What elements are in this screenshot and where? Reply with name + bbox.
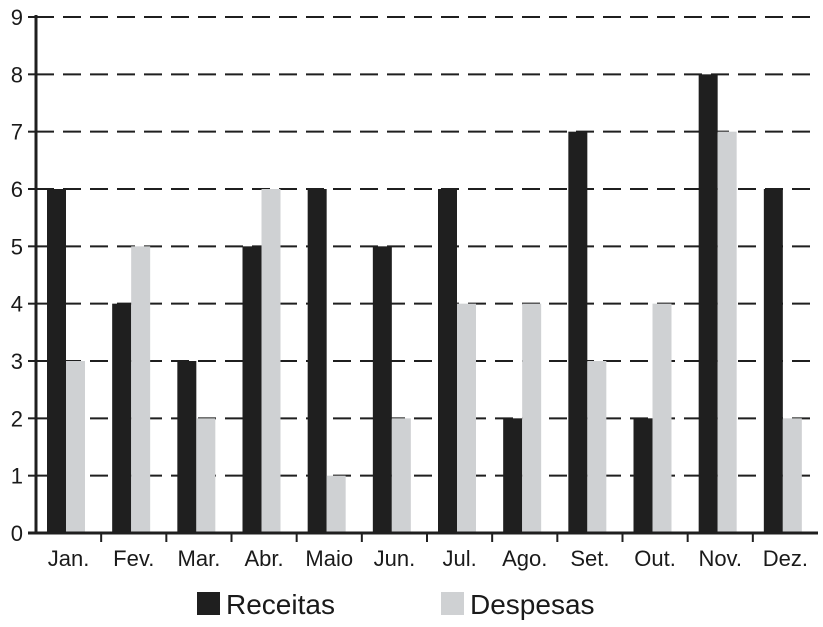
x-tick-label: Dez. xyxy=(763,546,808,571)
legend: Receitas Despesas xyxy=(197,589,595,620)
bar-despesas-0 xyxy=(66,361,85,533)
legend-swatch-receitas xyxy=(197,592,220,615)
bar-receitas-0 xyxy=(47,189,66,533)
bar-despesas-2 xyxy=(196,418,216,533)
y-tick-label: 5 xyxy=(11,234,23,259)
x-tick-label: Ago. xyxy=(502,546,547,571)
x-tick-label: Maio xyxy=(305,546,353,571)
y-tick-label: 7 xyxy=(11,120,23,145)
x-tick-label: Fev. xyxy=(113,546,154,571)
bar-receitas-2 xyxy=(177,361,197,533)
x-tick-label: Set. xyxy=(570,546,609,571)
bar-despesas-11 xyxy=(782,418,802,533)
bar-despesas-3 xyxy=(261,189,281,533)
x-tick-label: Abr. xyxy=(245,546,284,571)
bar-despesas-8 xyxy=(587,361,607,533)
x-tick-label: Nov. xyxy=(698,546,742,571)
bar-despesas-1 xyxy=(131,246,151,534)
legend-swatch-despesas xyxy=(441,592,464,615)
x-tick-label: Out. xyxy=(634,546,676,571)
bar-despesas-4 xyxy=(326,475,346,533)
bar-receitas-11 xyxy=(763,189,783,533)
bar-despesas-10 xyxy=(717,131,737,533)
bar-receitas-6 xyxy=(438,189,457,533)
y-tick-label: 8 xyxy=(11,62,23,87)
legend-label-receitas: Receitas xyxy=(226,589,335,620)
bar-despesas-5 xyxy=(391,418,411,533)
y-tick-label: 3 xyxy=(11,349,23,374)
y-tick-label: 9 xyxy=(11,5,23,30)
bar-receitas-9 xyxy=(633,418,653,533)
y-tick-label: 1 xyxy=(11,464,23,489)
bars xyxy=(47,74,802,534)
x-tick-label: Jan. xyxy=(48,546,90,571)
bar-despesas-6 xyxy=(457,303,476,533)
axes xyxy=(28,15,818,542)
bar-despesas-7 xyxy=(522,303,542,533)
bar-receitas-10 xyxy=(698,74,718,533)
gridlines xyxy=(36,16,818,477)
y-tick-label: 2 xyxy=(11,406,23,431)
x-tick-labels: Jan. Fev. Mar. Abr. Maio Jun. Jul. Ago. Set. Out.… xyxy=(48,546,808,571)
bar-receitas-4 xyxy=(307,189,327,533)
y-tick-label: 6 xyxy=(11,177,23,202)
x-tick-label: Jul. xyxy=(442,546,476,571)
bar-receitas-8 xyxy=(568,131,588,533)
bar-receitas-7 xyxy=(503,418,523,533)
y-tick-labels: 0 1 2 3 4 5 6 7 8 9 xyxy=(11,5,23,546)
bar-receitas-5 xyxy=(372,246,392,534)
y-tick-label: 0 xyxy=(11,521,23,546)
legend-label-despesas: Despesas xyxy=(470,589,595,620)
x-tick-label: Mar. xyxy=(178,546,221,571)
bar-despesas-9 xyxy=(652,303,672,533)
y-tick-label: 4 xyxy=(11,292,23,317)
bar-receitas-1 xyxy=(112,303,132,533)
x-tick-label: Jun. xyxy=(374,546,416,571)
bar-receitas-3 xyxy=(242,246,262,534)
